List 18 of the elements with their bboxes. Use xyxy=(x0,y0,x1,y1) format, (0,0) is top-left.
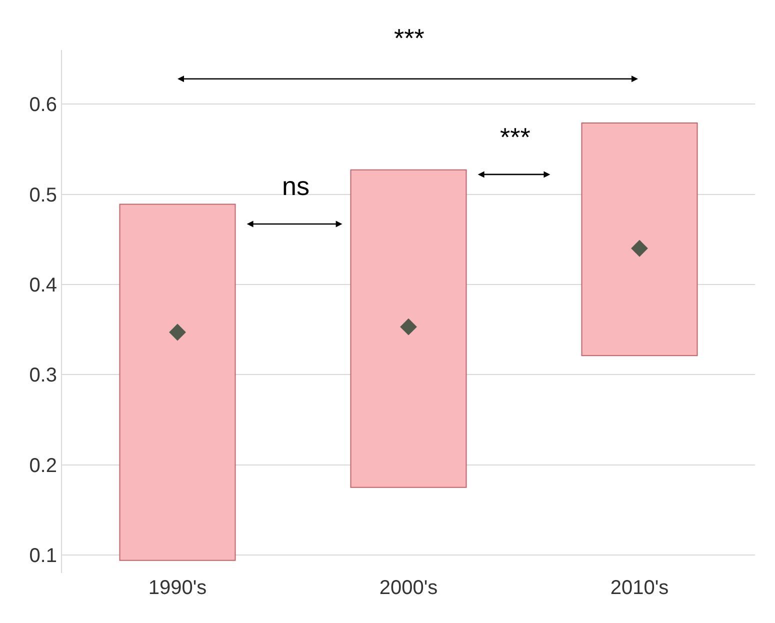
y-tick-label: 0.2 xyxy=(29,454,57,477)
x-tick-label: 1990's xyxy=(148,577,207,599)
y-tick-label: 0.4 xyxy=(29,274,57,296)
y-tick-label: 0.6 xyxy=(29,94,57,116)
point xyxy=(169,324,186,341)
bar xyxy=(350,169,467,488)
x-tick-label: 2010's xyxy=(610,577,669,599)
y-tick-label: 0.1 xyxy=(29,544,57,567)
bar xyxy=(581,122,698,356)
point xyxy=(631,240,648,257)
x-tick-label: 2000's xyxy=(379,577,438,599)
annotation: *** xyxy=(500,122,530,152)
annotation: *** xyxy=(394,23,424,53)
bar xyxy=(119,204,236,561)
y-tick-label: 0.5 xyxy=(29,184,57,206)
y-tick-label: 0.3 xyxy=(29,364,57,387)
annotation: ns xyxy=(282,171,310,201)
point xyxy=(400,318,417,336)
